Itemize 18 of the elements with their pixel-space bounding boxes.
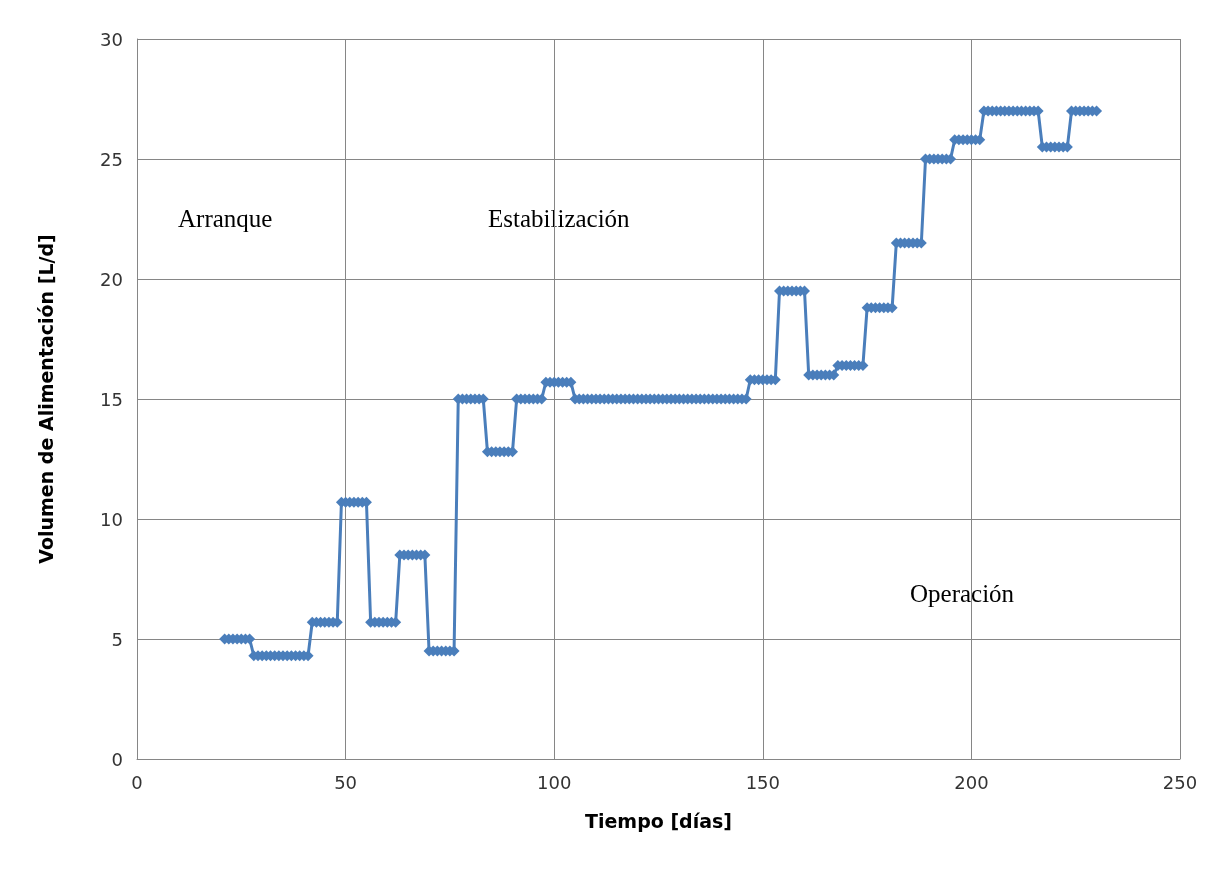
y-tick-label: 15 bbox=[100, 388, 123, 410]
y-tick-label: 5 bbox=[111, 628, 123, 650]
annotation: Arranque bbox=[178, 205, 273, 232]
y-tick-label: 20 bbox=[100, 268, 123, 290]
x-tick-label: 100 bbox=[537, 771, 572, 793]
x-tick-label: 250 bbox=[1162, 771, 1198, 793]
x-axis-title: Tiempo [días] bbox=[584, 809, 733, 832]
annotation: Operación bbox=[910, 580, 1015, 607]
x-tick-label: 150 bbox=[745, 771, 780, 793]
y-tick-label: 25 bbox=[100, 148, 123, 170]
y-tick-label: 30 bbox=[100, 28, 123, 50]
y-axis-title: Volumen de Alimentación [L/d] bbox=[34, 234, 57, 564]
x-tick-label: 50 bbox=[334, 771, 358, 793]
x-tick-label: 0 bbox=[131, 771, 143, 793]
y-tick-label: 0 bbox=[111, 748, 123, 770]
annotation: Estabilización bbox=[488, 205, 631, 232]
y-tick-label: 10 bbox=[100, 508, 123, 530]
x-tick-label: 200 bbox=[954, 771, 989, 793]
